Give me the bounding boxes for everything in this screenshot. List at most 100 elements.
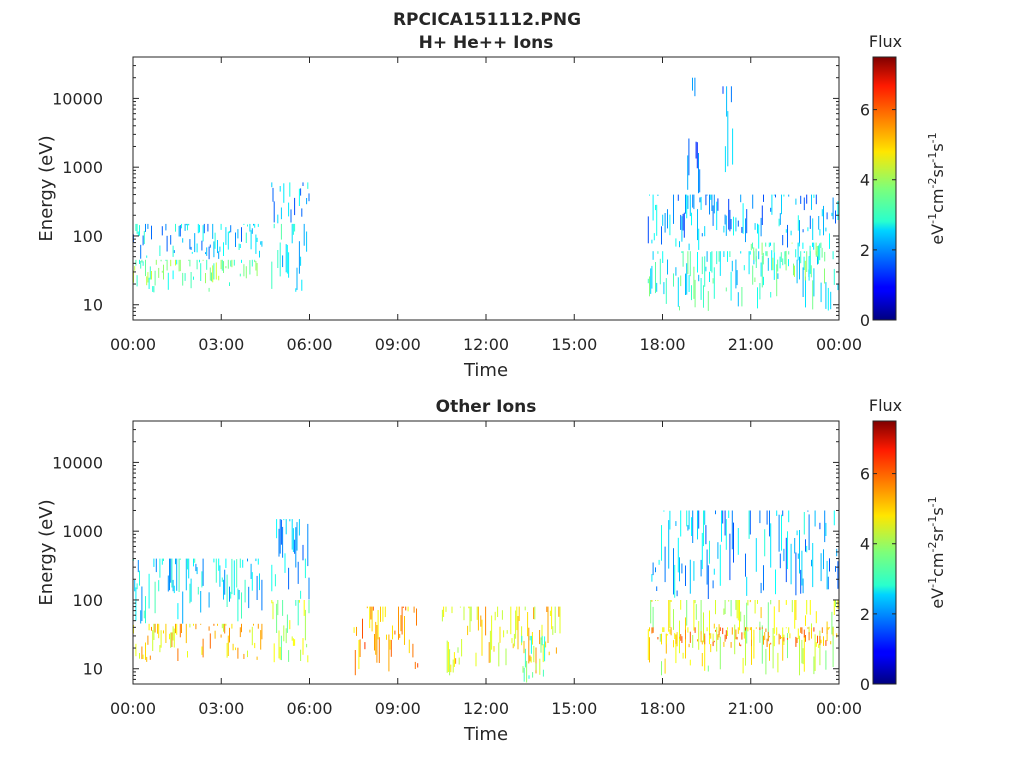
flux-streak [147,223,149,229]
flux-streak [256,575,258,600]
flux-streak [709,271,710,282]
flux-streak [734,624,736,655]
flux-streak [199,259,200,263]
flux-streak [698,621,700,650]
flux-streak [296,267,298,290]
flux-streak [451,606,453,614]
flux-streak [725,519,727,550]
flux-streak [171,632,173,647]
flux-streak [254,259,256,263]
flux-streak [249,260,251,275]
flux-streak [657,251,659,254]
flux-streak [801,639,803,664]
flux-streak [821,247,823,258]
flux-streak [765,242,767,247]
flux-streak [713,267,715,299]
flux-streak [716,627,718,652]
flux-streak [239,627,241,638]
flux-streak [200,263,202,281]
flux-streak [215,558,217,583]
flux-streak [673,273,674,287]
flux-streak [770,292,772,298]
flux-streak [664,546,666,583]
flux-streak [195,623,197,630]
flux-streak [217,240,218,254]
y-axis-label: Energy (eV) [36,499,57,605]
flux-streak [447,641,449,672]
flux-streak [755,627,757,629]
flux-streak [693,266,695,299]
flux-streak [760,262,762,277]
flux-streak [700,196,702,210]
flux-streak [803,629,805,638]
flux-streak [657,600,659,601]
flux-streak [723,641,725,647]
flux-streak [712,205,714,226]
flux-streak [279,186,281,192]
flux-streak [159,645,161,653]
flux-streak [775,194,776,198]
flux-streak [279,646,281,660]
flux-streak [746,209,748,234]
flux-streak [172,579,174,592]
flux-streak [249,223,251,232]
flux-streak [289,182,291,197]
flux-streak [239,244,241,248]
flux-streak [819,522,821,530]
flux-streak [748,510,750,539]
colorbar-tick-label: 2 [860,605,870,624]
flux-streak [710,194,712,200]
flux-streak [229,586,230,602]
flux-streak [191,251,193,254]
flux-streak [748,251,750,275]
flux-streak [277,250,279,268]
flux-streak [241,227,242,242]
flux-streak [458,657,460,665]
flux-streak [819,636,821,646]
flux-streak [289,620,291,630]
flux-streak [225,558,227,568]
flux-streak [237,647,239,659]
flux-streak [232,643,234,651]
flux-streak [712,641,714,647]
flux-streak [220,259,222,270]
flux-streak [389,639,391,650]
flux-streak [741,287,743,307]
flux-streak [689,251,691,277]
flux-streak [304,609,306,641]
flux-streak [779,553,781,569]
flux-streak [698,510,700,529]
flux-streak [833,600,835,615]
flux-streak [292,223,294,235]
flux-streak [225,266,227,269]
flux-streak [810,265,812,278]
spectrogram [133,510,839,683]
flux-streak [667,209,668,229]
flux-streak [476,606,478,620]
flux-streak [677,277,679,307]
flux-streak [276,519,278,539]
flux-streak [692,194,694,208]
flux-streak [176,259,178,265]
colorbar-tick-label: 6 [860,465,870,484]
flux-streak [518,606,520,621]
flux-streak [279,242,281,277]
flux-streak [182,238,184,243]
flux-streak [163,558,164,561]
flux-streak [689,194,691,217]
flux-streak [205,252,206,255]
flux-streak [745,218,746,243]
flux-streak [682,652,684,659]
flux-streak [681,251,683,253]
flux-streak [790,543,792,585]
flux-streak [725,630,727,640]
flux-streak [700,559,702,577]
flux-streak [225,623,227,626]
flux-streak [811,559,812,567]
flux-streak [651,574,653,582]
flux-streak [704,226,706,237]
flux-streak [364,642,366,650]
flux-streak [185,623,187,644]
flux-streak [679,306,680,311]
flux-streak [142,261,144,266]
